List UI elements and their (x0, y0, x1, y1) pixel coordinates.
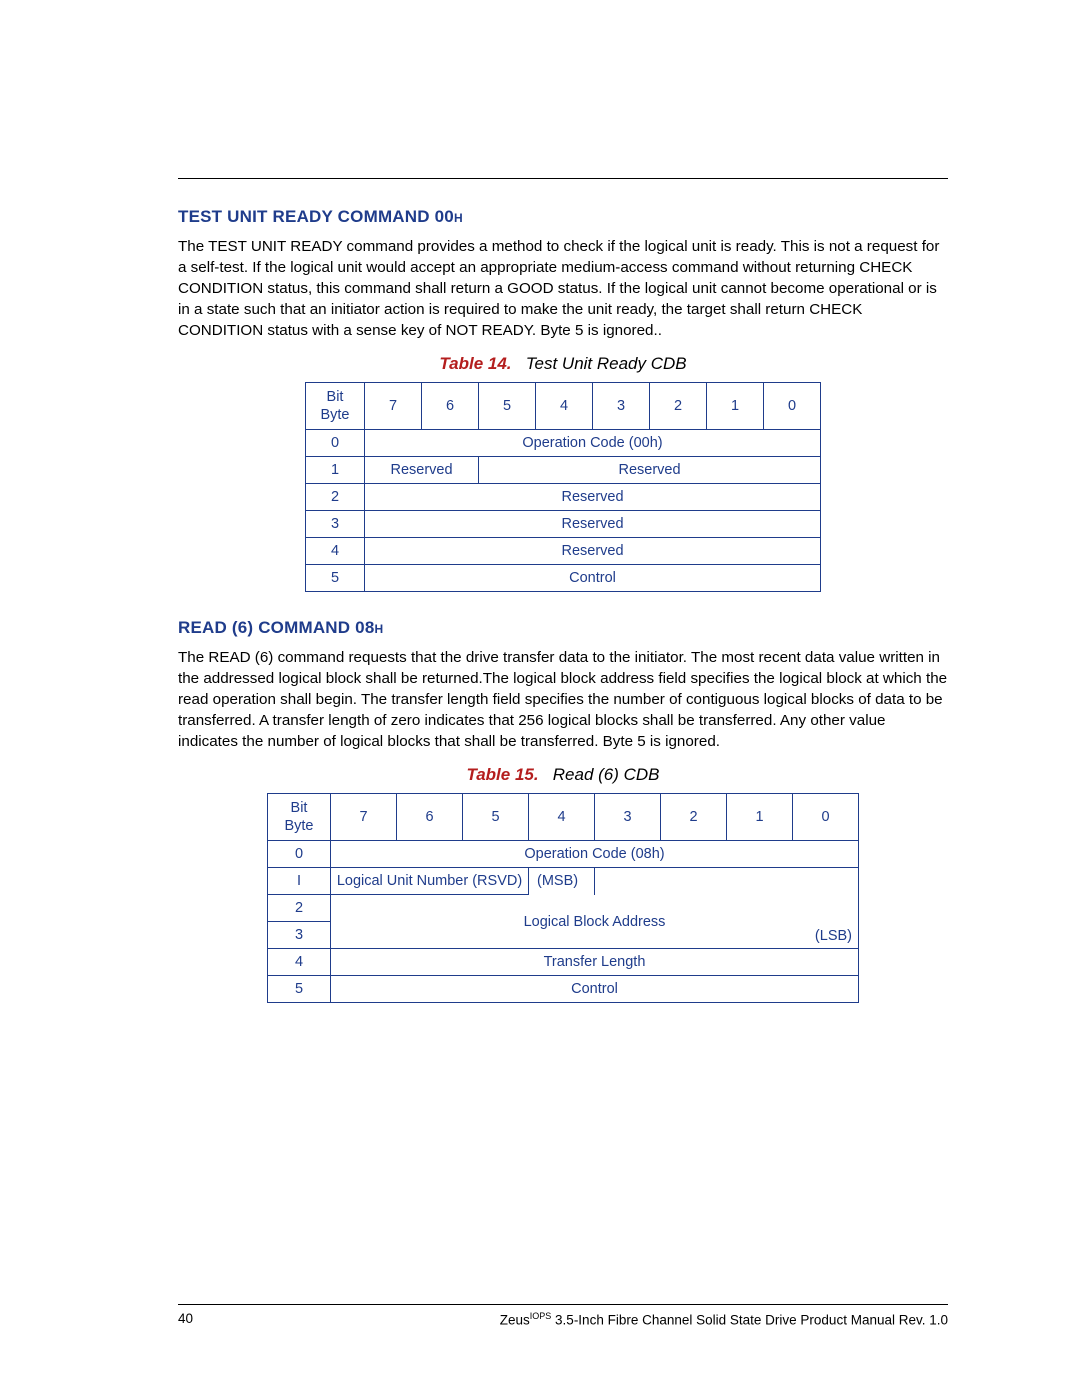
msb-span (595, 868, 859, 895)
top-rule (178, 178, 948, 179)
table14-row-0: 0 Operation Code (00h) (306, 430, 821, 457)
byte-4: 4 (268, 949, 331, 976)
control-cell: Control (331, 976, 859, 1003)
bit-col-5: 5 (463, 793, 529, 840)
table15-caption: Table 15. Read (6) CDB (178, 765, 948, 785)
table15-row-0: 0 Operation Code (08h) (268, 841, 859, 868)
table14: Bit Byte 7 6 5 4 3 2 1 0 0 Operation Cod… (305, 382, 821, 592)
reserved-right: Reserved (479, 457, 821, 484)
reserved-cell: Reserved (365, 484, 821, 511)
table14-header-row: Bit Byte 7 6 5 4 3 2 1 0 (306, 382, 821, 429)
byte-1: 1 (306, 457, 365, 484)
section1-title: TEST UNIT READY COMMAND 00h (178, 207, 948, 227)
table14-row-5: 5 Control (306, 565, 821, 592)
footer-sup: IOPS (530, 1311, 552, 1321)
footer-rest: 3.5-Inch Fibre Channel Solid State Drive… (551, 1312, 948, 1327)
byte-2: 2 (268, 895, 331, 922)
table14-caption-label: Table 14. (439, 354, 511, 373)
footer-prefix: Zeus (500, 1312, 530, 1327)
page-number: 40 (178, 1311, 193, 1328)
footer-row: 40 ZeusIOPS 3.5-Inch Fibre Channel Solid… (178, 1311, 948, 1328)
control-cell: Control (365, 565, 821, 592)
reserved-cell: Reserved (365, 538, 821, 565)
byte-1: I (268, 868, 331, 895)
table14-corner: Bit Byte (306, 382, 365, 429)
byte-0: 0 (268, 841, 331, 868)
byte-5: 5 (268, 976, 331, 1003)
table15-header-row: Bit Byte 7 6 5 4 3 2 1 0 (268, 793, 859, 840)
section2-title: READ (6) COMMAND 08h (178, 618, 948, 638)
bit-col-0: 0 (793, 793, 859, 840)
table15-row-1: I Logical Unit Number (RSVD) (MSB) (268, 868, 859, 895)
table14-row-1: 1 Reserved Reserved (306, 457, 821, 484)
table15-row-4: 4 Transfer Length (268, 949, 859, 976)
table15-caption-text: Read (6) CDB (553, 765, 660, 784)
table15-row-2: 2 Logical Block Address (LSB) (268, 895, 859, 922)
corner-byte-label: Byte (320, 407, 349, 423)
bit-col-7: 7 (331, 793, 397, 840)
document-page: TEST UNIT READY COMMAND 00h The TEST UNI… (0, 0, 1080, 1397)
lba-cell: Logical Block Address (LSB) (331, 895, 859, 949)
bit-col-1: 1 (707, 382, 764, 429)
lun-cell: Logical Unit Number (RSVD) (331, 868, 529, 895)
opcode-cell: Operation Code (08h) (331, 841, 859, 868)
lba-text: Logical Block Address (524, 914, 666, 930)
section1-paragraph: The TEST UNIT READY command provides a m… (178, 237, 948, 342)
bit-col-7: 7 (365, 382, 422, 429)
msb-cell: (MSB) (529, 868, 595, 895)
bit-col-6: 6 (397, 793, 463, 840)
corner-bit-label: Bit (291, 800, 308, 816)
bit-col-3: 3 (595, 793, 661, 840)
table14-caption: Table 14. Test Unit Ready CDB (178, 354, 948, 374)
table15-corner: Bit Byte (268, 793, 331, 840)
table15: Bit Byte 7 6 5 4 3 2 1 0 0 Operation Cod… (267, 793, 859, 1003)
table15-caption-label: Table 15. (466, 765, 538, 784)
reserved-cell: Reserved (365, 511, 821, 538)
table14-row-3: 3 Reserved (306, 511, 821, 538)
byte-5: 5 (306, 565, 365, 592)
byte-4: 4 (306, 538, 365, 565)
table14-row-2: 2 Reserved (306, 484, 821, 511)
transfer-length-cell: Transfer Length (331, 949, 859, 976)
corner-bit-label: Bit (327, 389, 344, 405)
bit-col-5: 5 (479, 382, 536, 429)
lsb-label: (LSB) (815, 928, 852, 944)
byte-0: 0 (306, 430, 365, 457)
section2-paragraph: The READ (6) command requests that the d… (178, 648, 948, 753)
bit-col-3: 3 (593, 382, 650, 429)
bit-col-1: 1 (727, 793, 793, 840)
bit-col-6: 6 (422, 382, 479, 429)
bit-col-4: 4 (536, 382, 593, 429)
table14-row-4: 4 Reserved (306, 538, 821, 565)
bit-col-2: 2 (661, 793, 727, 840)
opcode-cell: Operation Code (00h) (365, 430, 821, 457)
table15-row-5: 5 Control (268, 976, 859, 1003)
page-footer: 40 ZeusIOPS 3.5-Inch Fibre Channel Solid… (178, 1304, 948, 1328)
bit-col-2: 2 (650, 382, 707, 429)
byte-3: 3 (268, 922, 331, 949)
bit-col-4: 4 (529, 793, 595, 840)
footer-rule (178, 1304, 948, 1305)
corner-byte-label: Byte (284, 818, 313, 834)
reserved-left: Reserved (365, 457, 479, 484)
byte-2: 2 (306, 484, 365, 511)
byte-3: 3 (306, 511, 365, 538)
table14-caption-text: Test Unit Ready CDB (526, 354, 687, 373)
footer-text: ZeusIOPS 3.5-Inch Fibre Channel Solid St… (500, 1311, 948, 1328)
bit-col-0: 0 (764, 382, 821, 429)
